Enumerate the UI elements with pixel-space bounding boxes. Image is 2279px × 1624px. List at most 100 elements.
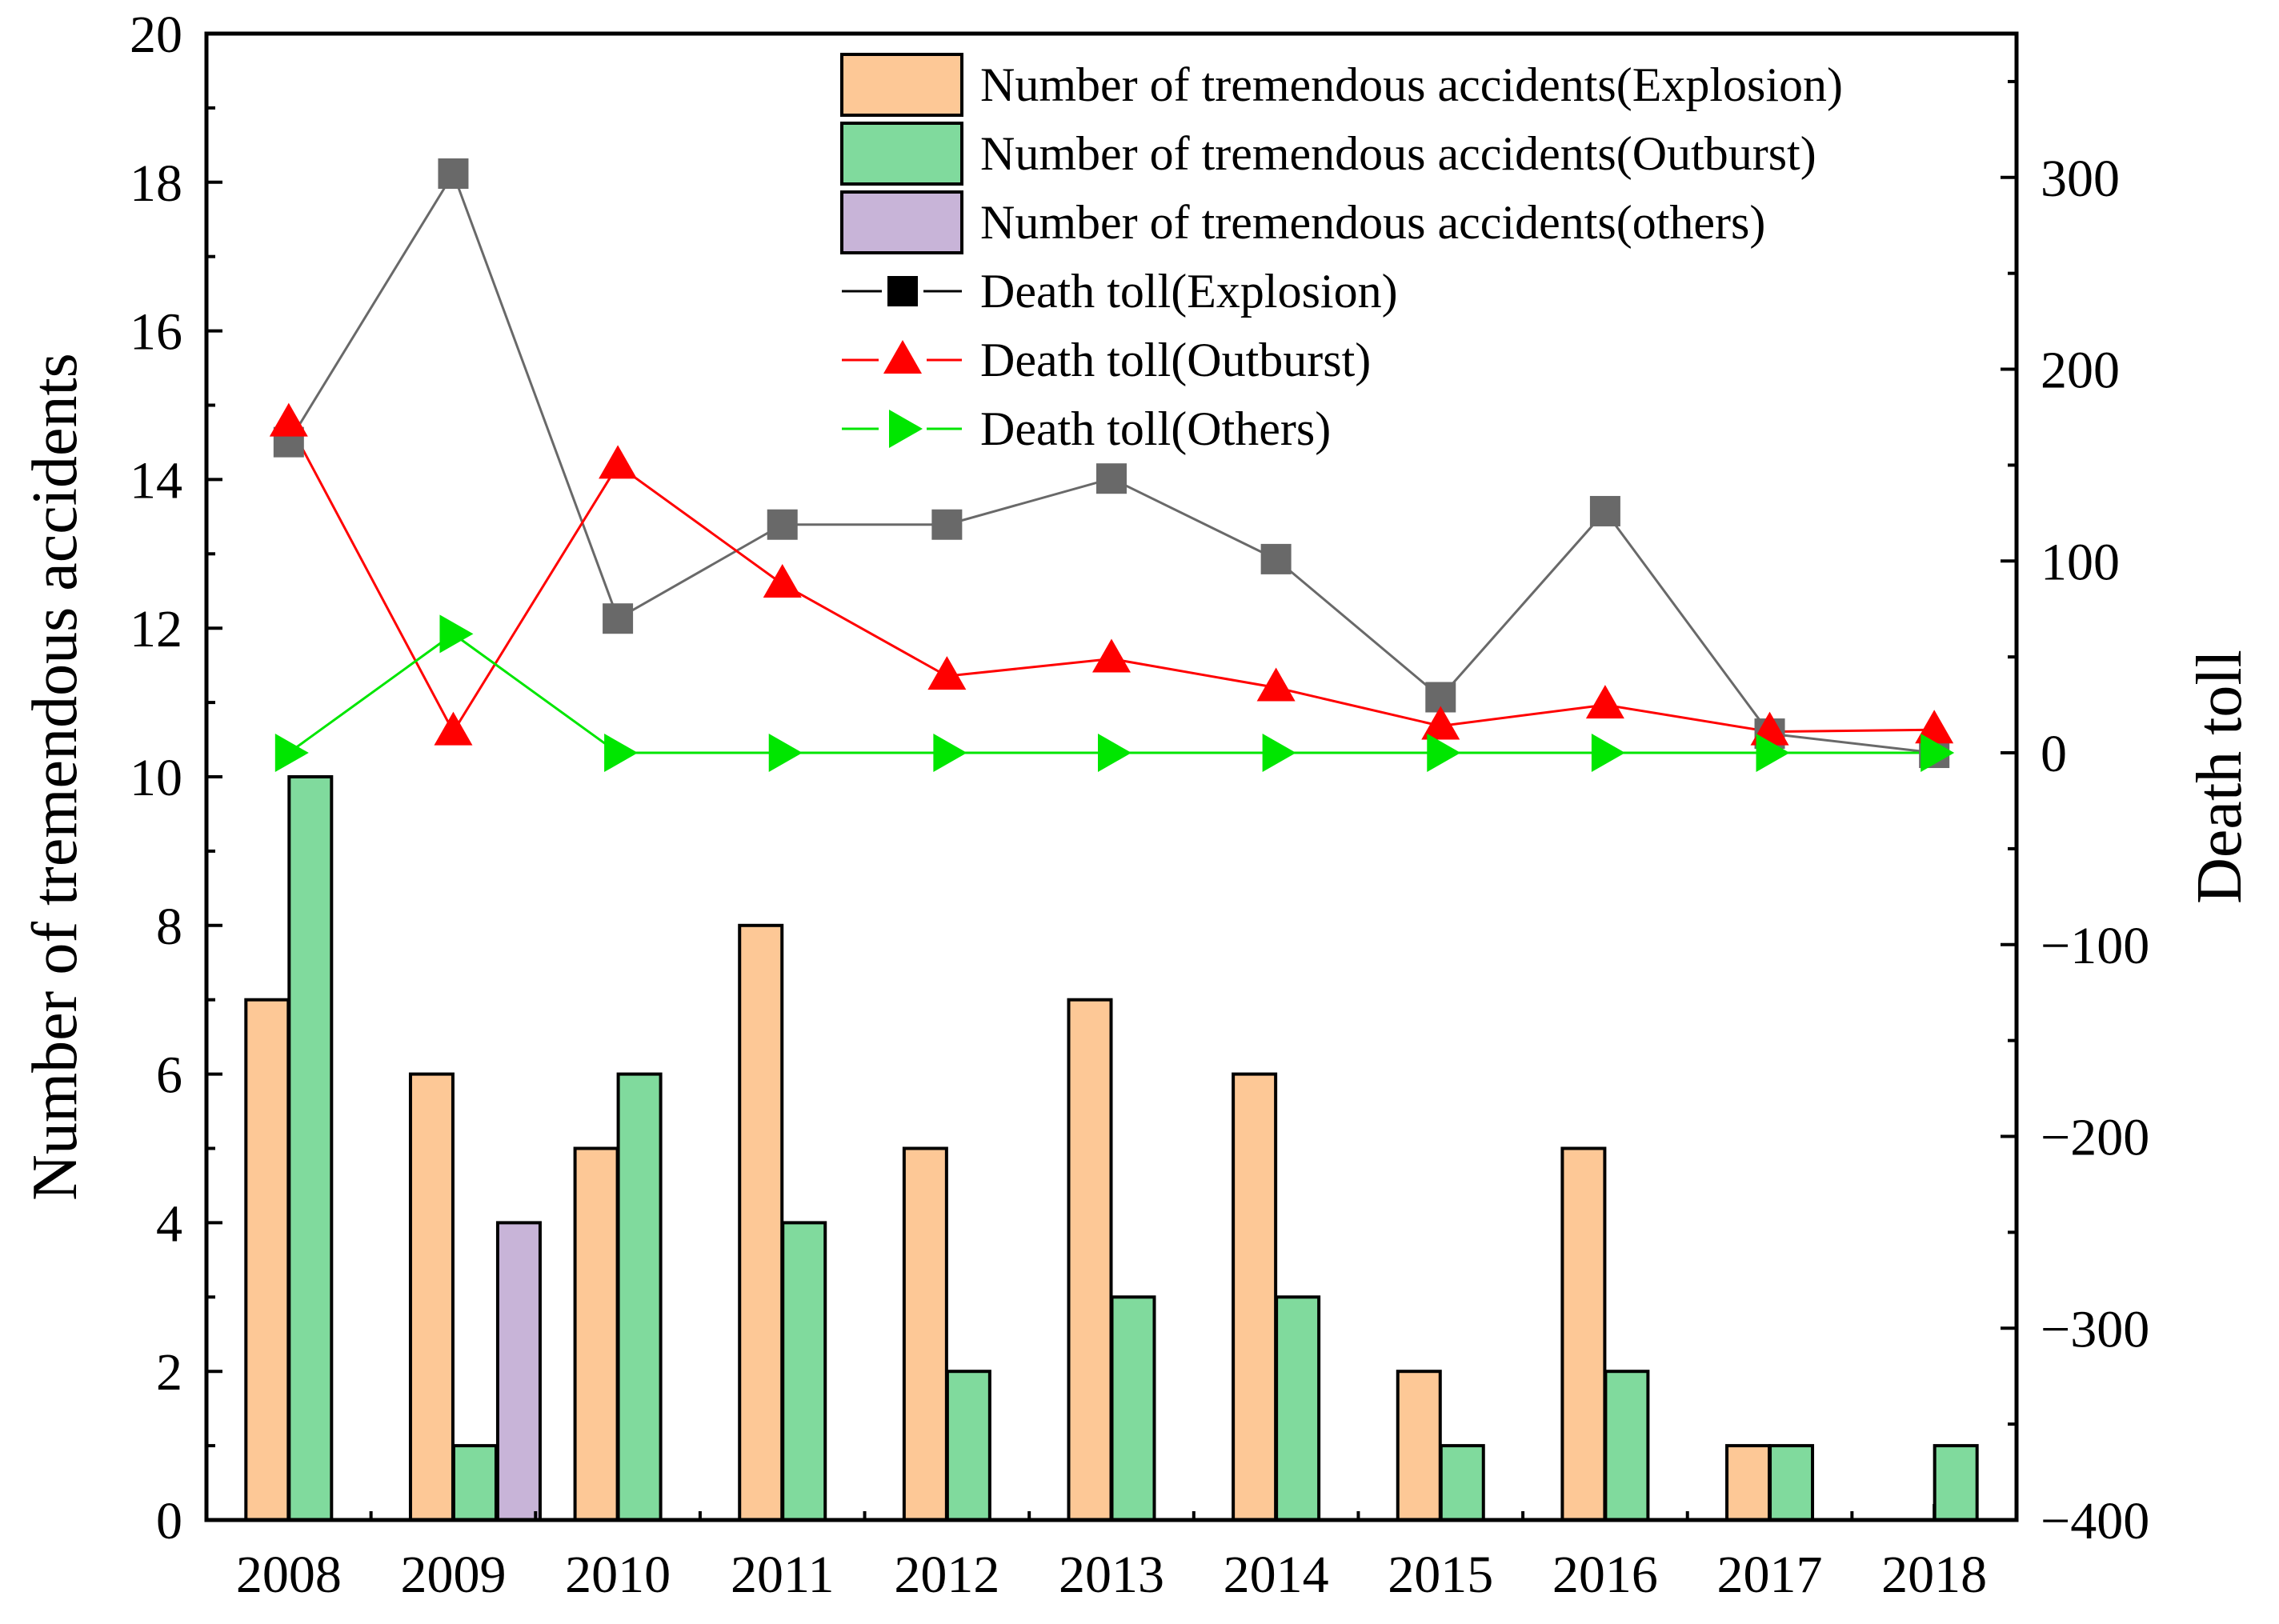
x-tick-label: 2018 <box>1881 1546 1987 1604</box>
point-2009-s1 <box>438 158 469 190</box>
bar-2013-s2 <box>1110 1295 1156 1522</box>
point-2017-s3 <box>1756 734 1790 773</box>
bar-2017-s1 <box>1725 1444 1772 1522</box>
bar-2008-s2 <box>287 775 334 1522</box>
right-axis-title: Death toll <box>2185 650 2255 904</box>
point-2010-s2 <box>599 445 638 479</box>
point-2013-s1 <box>1096 463 1127 494</box>
x-tick-label: 2008 <box>236 1546 342 1604</box>
left-tick-label: 10 <box>130 749 182 807</box>
legend-label: Death toll(Outburst) <box>980 334 1371 386</box>
bar-2012-s2 <box>945 1370 991 1522</box>
point-2012-s2 <box>927 656 967 690</box>
point-2010-s3 <box>604 734 639 773</box>
point-2008-s3 <box>274 734 309 773</box>
bar-layer <box>244 775 1979 1522</box>
point-2008-s2 <box>269 402 308 437</box>
legend-marker-2 <box>883 340 922 374</box>
legend-swatch-bar-2 <box>840 122 963 186</box>
point-2013-s3 <box>1098 734 1131 773</box>
bar-2015-s2 <box>1439 1444 1485 1522</box>
bar-2013-s1 <box>1067 998 1113 1522</box>
bar-2011-s2 <box>781 1221 827 1522</box>
left-tick-label: 2 <box>156 1343 182 1402</box>
x-tick-label: 2012 <box>894 1546 999 1604</box>
bar-2012-s1 <box>902 1146 948 1522</box>
legend-label: Death toll(Explosion) <box>980 265 1398 318</box>
right-tick-label: −300 <box>2041 1300 2149 1358</box>
point-2010-s1 <box>603 603 634 634</box>
point-2015-s2 <box>1421 706 1460 740</box>
x-tick-label: 2011 <box>731 1546 835 1604</box>
x-tick-label: 2010 <box>565 1546 671 1604</box>
bar-2009-s1 <box>408 1072 455 1522</box>
legend-label: Death toll(Others) <box>980 402 1331 455</box>
bar-2017-s2 <box>1768 1444 1815 1522</box>
legend-label: Number of tremendous accidents(Outburst) <box>980 127 1816 180</box>
point-2011-s1 <box>767 509 798 540</box>
x-tick-label: 2009 <box>400 1546 506 1604</box>
point-2011-s2 <box>763 564 802 598</box>
point-2011-s3 <box>768 734 803 773</box>
bar-2011-s1 <box>738 923 784 1522</box>
point-2015-s3 <box>1427 734 1461 773</box>
right-tick-label: −100 <box>2041 917 2149 975</box>
legend-label: Number of tremendous accidents(others) <box>980 196 1765 249</box>
point-2016-s1 <box>1589 495 1620 526</box>
x-tick-label: 2017 <box>1717 1546 1823 1604</box>
right-tick-label: 300 <box>2041 150 2120 208</box>
bar-2014-s1 <box>1232 1072 1278 1522</box>
left-tick-label: 20 <box>130 6 182 64</box>
legend-swatch-bar-3 <box>840 190 963 254</box>
x-tick-label: 2016 <box>1552 1546 1658 1604</box>
line-layer <box>269 158 1955 773</box>
point-2018-s3 <box>1921 734 1955 773</box>
left-tick-label: 8 <box>156 898 182 956</box>
point-2009-s2 <box>434 711 473 746</box>
bar-2010-s2 <box>616 1072 663 1522</box>
x-tick-label: 2015 <box>1388 1546 1493 1604</box>
legend-marker-1 <box>887 276 918 306</box>
point-2009-s3 <box>439 614 474 654</box>
right-tick-label: 200 <box>2041 342 2120 400</box>
right-tick-label: 100 <box>2041 533 2120 591</box>
x-tick-label: 2014 <box>1224 1546 1329 1604</box>
point-2016-s2 <box>1585 685 1624 719</box>
point-2012-s3 <box>933 734 967 773</box>
x-axis: 2008 2009 2010 2011 2012 2013 2014 2015 2016 2017… <box>205 1504 2018 1604</box>
left-tick-label: 18 <box>130 154 182 213</box>
legend-label: Number of tremendous accidents(Explosion… <box>980 58 1843 111</box>
left-tick-label: 14 <box>130 451 182 510</box>
legend: Number of tremendous accidents(Explosion… <box>840 53 1843 455</box>
point-2018-s2 <box>1915 710 1954 744</box>
point-2014-s3 <box>1262 734 1296 773</box>
point-2012-s1 <box>931 509 963 540</box>
bar-2014-s2 <box>1275 1295 1321 1522</box>
bar-2016-s1 <box>1560 1146 1607 1522</box>
point-2014-s1 <box>1260 543 1292 574</box>
left-tick-label: 12 <box>130 600 182 658</box>
point-2016-s3 <box>1591 734 1625 773</box>
left-y-axis: 0 2 4 6 8 10 12 14 16 18 20 <box>130 6 222 1550</box>
left-tick-label: 4 <box>156 1194 182 1253</box>
left-tick-label: 16 <box>130 303 182 362</box>
bar-2018-s2 <box>1933 1444 1979 1522</box>
right-tick-label: −200 <box>2041 1109 2149 1167</box>
bar-2008-s1 <box>244 998 290 1522</box>
right-tick-label: 0 <box>2041 725 2067 783</box>
bar-2015-s1 <box>1396 1370 1442 1522</box>
left-axis-title: Number of tremendous accidents <box>20 353 90 1201</box>
bar-2016-s2 <box>1604 1370 1650 1522</box>
legend-marker-3 <box>889 410 923 448</box>
point-2013-s2 <box>1092 638 1131 673</box>
left-tick-label: 0 <box>156 1492 182 1550</box>
right-y-axis: −400 −300 −200 −100 0 100 200 300 <box>2001 79 2149 1550</box>
x-tick-label: 2013 <box>1059 1546 1164 1604</box>
right-tick-label: −400 <box>2041 1492 2149 1550</box>
legend-swatch-bar-1 <box>840 53 963 117</box>
bar-2010-s1 <box>573 1146 619 1522</box>
point-2014-s2 <box>1256 667 1296 702</box>
bar-2009-s3 <box>495 1221 542 1522</box>
bar-2009-s2 <box>451 1444 498 1522</box>
